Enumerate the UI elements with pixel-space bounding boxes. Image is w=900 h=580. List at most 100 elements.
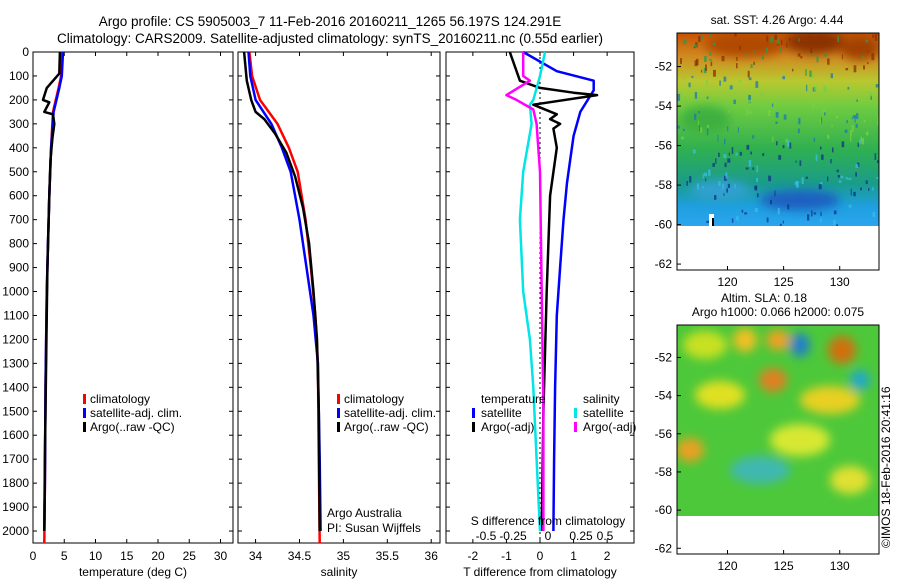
sla-low-patch xyxy=(850,370,870,390)
imos-credit: ©IMOS 18-Feb-2016 20:41:16 xyxy=(879,386,893,548)
sst-speck xyxy=(845,177,848,180)
sst-speck xyxy=(872,211,876,218)
sst-speck xyxy=(877,121,879,126)
sst-speck xyxy=(724,138,726,145)
sla-features xyxy=(677,328,870,494)
x-tick-label: 35 xyxy=(337,549,351,563)
sst-speck xyxy=(857,142,859,148)
sla-high-patch xyxy=(683,331,727,359)
sst-speck xyxy=(746,108,749,116)
sst-speck xyxy=(850,130,852,136)
sst-speck xyxy=(727,158,731,163)
map-lat-label: -62 xyxy=(655,257,673,271)
salinity-plot: 34 34.5 35 35.5 36 xyxy=(242,51,439,563)
sst-speck xyxy=(851,116,853,120)
sst-speck xyxy=(712,163,715,167)
sst-speck xyxy=(820,218,822,223)
sst-speck xyxy=(820,182,823,185)
sst-speck xyxy=(765,47,768,53)
sst-speck xyxy=(822,109,826,115)
series-argo-raw-qc xyxy=(41,51,62,532)
sst-speck xyxy=(705,178,707,182)
sst-speck xyxy=(789,37,791,41)
sst-speck xyxy=(875,84,879,88)
sst-speck xyxy=(865,180,868,185)
title-line-2: Climatology: CARS2009. Satellite-adjuste… xyxy=(56,31,604,46)
sst-speck xyxy=(830,73,833,79)
sst-speck xyxy=(796,180,799,188)
sst-speck xyxy=(677,125,680,129)
legend-swatch-s-satellite xyxy=(574,408,577,418)
sst-speck xyxy=(866,131,869,136)
sla-high-patch xyxy=(695,381,745,409)
sst-speck xyxy=(850,188,852,196)
map-lat-label: -56 xyxy=(655,139,673,153)
temperature-panel-frame xyxy=(32,51,234,544)
sst-speck xyxy=(777,207,780,215)
sst-speck xyxy=(799,160,802,166)
sst-speck xyxy=(817,100,821,104)
x-tick-label: 36 xyxy=(425,549,439,563)
sst-speck xyxy=(772,136,774,143)
sst-speck xyxy=(756,177,759,183)
x-tick-label: -2 xyxy=(468,549,479,563)
legend-label: Argo(-adj) xyxy=(583,420,636,434)
legend-label: satellite xyxy=(481,406,522,420)
sst-speck xyxy=(706,220,710,223)
sst-speck xyxy=(686,181,688,186)
sst-speck xyxy=(698,111,700,114)
legend-label: climatology xyxy=(90,392,150,406)
sst-speck xyxy=(697,120,699,125)
depth-tick-label: 700 xyxy=(9,213,29,227)
sst-speck xyxy=(717,134,719,142)
sst-map-frame xyxy=(676,32,880,271)
temperature-axis-label: temperature (deg C) xyxy=(79,565,187,579)
depth-tick-label: 600 xyxy=(9,189,29,203)
sst-speck xyxy=(868,96,871,103)
sst-speck xyxy=(792,68,794,72)
series-salinity-argo-adj xyxy=(505,52,545,531)
sst-speck xyxy=(838,180,842,183)
sst-speck xyxy=(832,147,834,153)
sst-speck xyxy=(709,51,712,56)
map-lon-label: 120 xyxy=(717,559,737,573)
series-temperature-satellite xyxy=(522,50,595,532)
sst-speck xyxy=(863,119,866,123)
legend-swatch-satellite xyxy=(83,408,86,418)
sst-speck xyxy=(812,101,815,108)
sst-speck xyxy=(824,86,828,93)
sst-speck xyxy=(701,69,703,73)
sst-speck xyxy=(782,220,784,224)
sst-speck xyxy=(819,119,822,124)
depth-tick-label: 1300 xyxy=(2,356,29,370)
sst-speck xyxy=(798,38,800,42)
salinity-axis-label: salinity xyxy=(321,565,358,579)
difference-plot: -2 -1 0 1 2 xyxy=(468,50,611,563)
depth-tick-label: 1600 xyxy=(2,428,29,442)
sst-speck xyxy=(729,85,733,90)
sst-speck xyxy=(772,103,774,107)
sst-speck xyxy=(819,35,822,40)
sst-speck xyxy=(704,172,707,177)
legend-swatch-t-satellite xyxy=(472,408,475,418)
s-diff-tick-label: 0.5 xyxy=(597,529,614,543)
legend-label: satellite-adj. clim. xyxy=(344,406,436,420)
sst-speck xyxy=(737,127,739,133)
sst-speck xyxy=(835,115,839,119)
x-tick-label: 34 xyxy=(249,549,263,563)
legend-label: Argo(..raw -QC) xyxy=(90,420,175,434)
map-lon-label: 130 xyxy=(830,559,850,573)
sst-speck xyxy=(733,99,736,105)
depth-tick-label: 1100 xyxy=(3,308,29,322)
sst-cold-patch xyxy=(760,190,840,210)
sst-speck xyxy=(807,214,810,221)
sst-speck xyxy=(836,224,838,226)
sst-speck xyxy=(847,86,850,90)
sla-high-patch xyxy=(830,466,870,494)
sst-speck xyxy=(750,151,752,155)
depth-tick-label: 1200 xyxy=(2,332,29,346)
depth-tick-label: 1700 xyxy=(2,452,29,466)
sst-speck xyxy=(753,50,756,53)
sst-speck xyxy=(787,204,790,210)
